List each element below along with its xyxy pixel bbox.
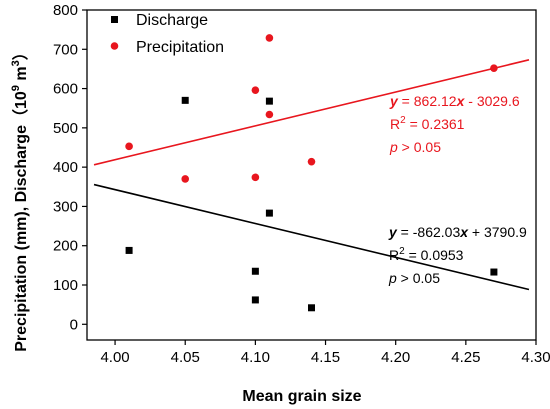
- legend-precipitation-label: Precipitation: [136, 39, 224, 56]
- precipitation-point-6: [307, 157, 316, 166]
- fit-lines: [93, 59, 530, 291]
- discharge-point-5: [265, 209, 273, 217]
- precipitation-point-0: [125, 142, 133, 151]
- x-tick-label-0: 4.00: [100, 349, 129, 366]
- discharge-equation: y = -862.03x + 3790.9: [388, 224, 527, 240]
- y-tick-label-7: 700: [53, 41, 78, 58]
- axes: [86, 9, 537, 341]
- y-tick-label-6: 600: [53, 81, 78, 98]
- legend: Discharge Precipitation: [110, 12, 224, 56]
- discharge-r2: R2 = 0.0953: [389, 246, 464, 263]
- x-tick-label-2: 4.10: [241, 349, 270, 366]
- y-tick-label-3: 300: [53, 198, 78, 215]
- discharge-point-0: [125, 246, 133, 254]
- precipitation-fit-line: [93, 59, 530, 166]
- discharge-point-2: [251, 267, 259, 275]
- precipitation-point-5: [265, 110, 274, 119]
- y-tick-label-8: 800: [53, 2, 78, 19]
- discharge-point-1: [181, 96, 189, 104]
- precipitation-point-4: [265, 34, 274, 42]
- precipitation-point-1: [181, 175, 190, 183]
- discharge-point-3: [251, 296, 259, 304]
- discharge-point-6: [308, 304, 315, 312]
- legend-precipitation-marker: [110, 42, 119, 50]
- precipitation-r2: R2 = 0.2361: [390, 115, 465, 132]
- discharge-point-7: [490, 268, 498, 276]
- legend-discharge-marker: [111, 16, 118, 23]
- y-tick-label-4: 400: [53, 159, 78, 176]
- legend-discharge-label: Discharge: [136, 12, 208, 29]
- y-tick-label-2: 200: [53, 238, 78, 255]
- precipitation-point-7: [490, 64, 498, 72]
- precipitation-fit-annotation: y = 862.12x - 3029.6 R2 = 0.2361 p > 0.0…: [389, 93, 520, 155]
- plot-frame: [86, 9, 537, 341]
- discharge-point-4: [265, 97, 273, 105]
- x-tick-label-3: 4.15: [311, 349, 340, 366]
- y-tick-label-0: 0: [70, 316, 78, 333]
- y-tick-label-5: 500: [53, 120, 78, 137]
- y-tick-label-1: 100: [53, 277, 78, 294]
- discharge-fit-line: [93, 183, 530, 291]
- precipitation-equation: y = 862.12x - 3029.6: [389, 93, 520, 109]
- x-tick-label-1: 4.05: [171, 349, 200, 366]
- ticks: 4.00 4.05 4.10 4.15 4.20 4.25 4.30 0 100 200 300 40…: [53, 2, 550, 366]
- discharge-fit-annotation: y = -862.03x + 3790.9 R2 = 0.0953 p > 0.…: [388, 224, 527, 286]
- y-axis-title: Precipitation (mm), Discharge（109 m3）: [10, 44, 30, 351]
- data-points: [125, 34, 498, 312]
- precipitation-p-value: p > 0.05: [389, 139, 441, 155]
- x-tick-label-5: 4.25: [451, 349, 480, 366]
- x-tick-label-4: 4.20: [381, 349, 410, 366]
- discharge-p-value: p > 0.05: [388, 270, 440, 286]
- precipitation-point-2: [251, 86, 260, 94]
- x-axis-title: Mean grain size: [242, 388, 361, 405]
- precipitation-point-3: [251, 173, 260, 182]
- x-tick-label-6: 4.30: [521, 349, 550, 366]
